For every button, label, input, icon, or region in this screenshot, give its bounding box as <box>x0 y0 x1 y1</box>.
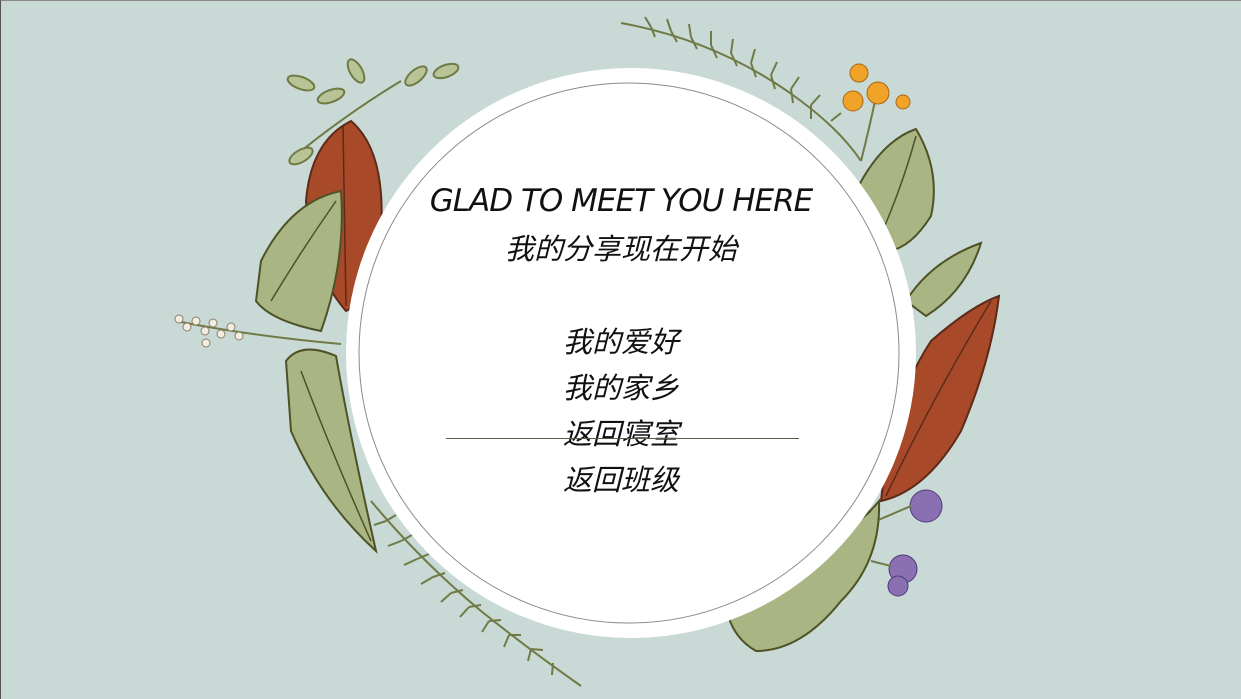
fern-icon <box>370 500 582 687</box>
menu-item-hometown[interactable]: 我的家乡 <box>562 371 679 405</box>
menu-item-hobbies[interactable]: 我的爱好 <box>562 325 679 359</box>
leaf-icon <box>254 189 378 554</box>
flower-icon <box>842 63 911 162</box>
fern-icon <box>620 16 862 162</box>
menu-item-class[interactable]: 返回班级 <box>562 463 679 497</box>
flower-icon <box>870 489 943 597</box>
berry-sprig-icon <box>174 314 342 348</box>
leaf-icon <box>286 58 460 166</box>
center-circle <box>346 68 916 638</box>
menu-item-dorm[interactable]: 返回寝室 <box>562 417 679 451</box>
slide-subtitle: 我的分享现在开始 <box>504 232 737 266</box>
navigation-menu: 我的爱好 我的家乡 返回寝室 返回班级 <box>521 319 721 503</box>
slide-title: GLAD TO MEET YOU HERE <box>429 183 813 219</box>
divider-line <box>446 438 799 439</box>
